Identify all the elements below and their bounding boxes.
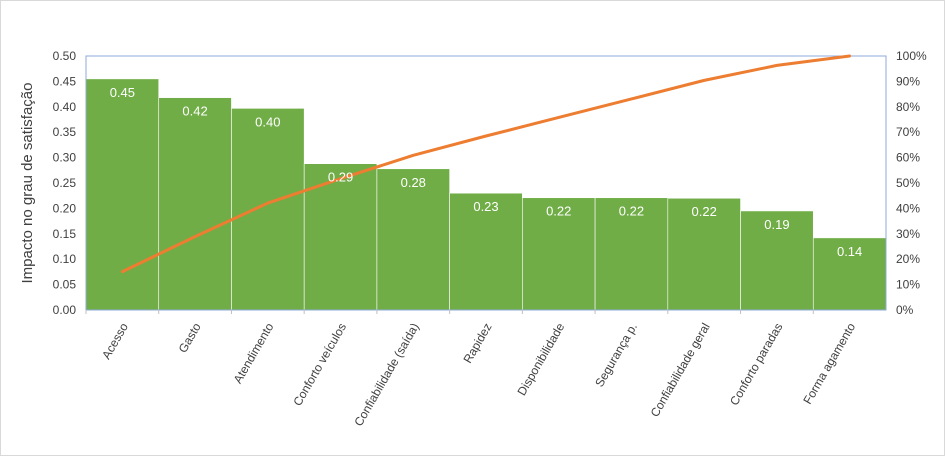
- data-label: 0.22: [619, 204, 644, 219]
- y2-tick-label: 20%: [896, 252, 920, 266]
- y2-tick-label: 40%: [896, 201, 920, 215]
- bar: [812, 237, 887, 311]
- y2-tick-label: 30%: [896, 227, 920, 241]
- y2-tick-label: 60%: [896, 151, 920, 165]
- y-tick-label: 0.30: [53, 151, 77, 165]
- data-label: 0.28: [401, 175, 426, 190]
- data-label: 0.19: [764, 217, 789, 232]
- y-tick-label: 0.40: [53, 100, 77, 114]
- data-label: 0.22: [546, 204, 571, 219]
- bar: [667, 197, 741, 311]
- y2-tick-label: 70%: [896, 125, 920, 139]
- bar: [522, 197, 596, 311]
- y-tick-label: 0.00: [53, 303, 77, 317]
- y-tick-label: 0.35: [53, 125, 77, 139]
- y2-tick-label: 80%: [896, 100, 920, 114]
- y-tick-label: 0.10: [53, 252, 77, 266]
- y-axis-left: 0.00 0.05 0.10 0.15 0.20 0.25 0.30 0.35 0.40 0.45…: [53, 49, 77, 317]
- y-tick-label: 0.25: [53, 176, 77, 190]
- y-axis-title: Impacto no grau de satisfação: [19, 83, 36, 284]
- data-label: 0.23: [473, 199, 498, 214]
- y-tick-label: 0.50: [53, 49, 77, 63]
- data-label: 0.42: [182, 104, 207, 119]
- y-tick-label: 0.05: [53, 278, 77, 292]
- cumulative-line: [120, 54, 852, 274]
- bar: [449, 192, 523, 311]
- data-label: 0.14: [837, 244, 862, 259]
- bar: [158, 97, 232, 311]
- data-label: 0.45: [110, 85, 135, 100]
- bar: [231, 108, 305, 311]
- bar: [85, 78, 160, 311]
- data-label: 0.29: [328, 170, 353, 185]
- y-tick-label: 0.45: [53, 74, 77, 88]
- y2-tick-label: 0%: [896, 303, 914, 317]
- y-axis-right: 0% 10% 20% 30% 40% 50% 60% 70% 80% 90% 100%: [896, 49, 927, 317]
- y2-tick-label: 50%: [896, 176, 920, 190]
- data-label: 0.22: [692, 204, 717, 219]
- y2-tick-label: 90%: [896, 74, 920, 88]
- bar: [376, 168, 450, 311]
- data-labels-group: 0.45 0.42 0.40 0.29 0.28 0.23 0.22 0.22 0.22 0.19…: [110, 85, 863, 259]
- plot-frame: [85, 55, 887, 311]
- y2-tick-label: 10%: [896, 278, 920, 292]
- data-label: 0.40: [255, 114, 280, 129]
- y-tick-label: 0.20: [53, 201, 77, 215]
- y2-tick-label: 100%: [896, 49, 927, 63]
- cumulative-line-group: [120, 54, 852, 274]
- y-tick-label: 0.15: [53, 227, 77, 241]
